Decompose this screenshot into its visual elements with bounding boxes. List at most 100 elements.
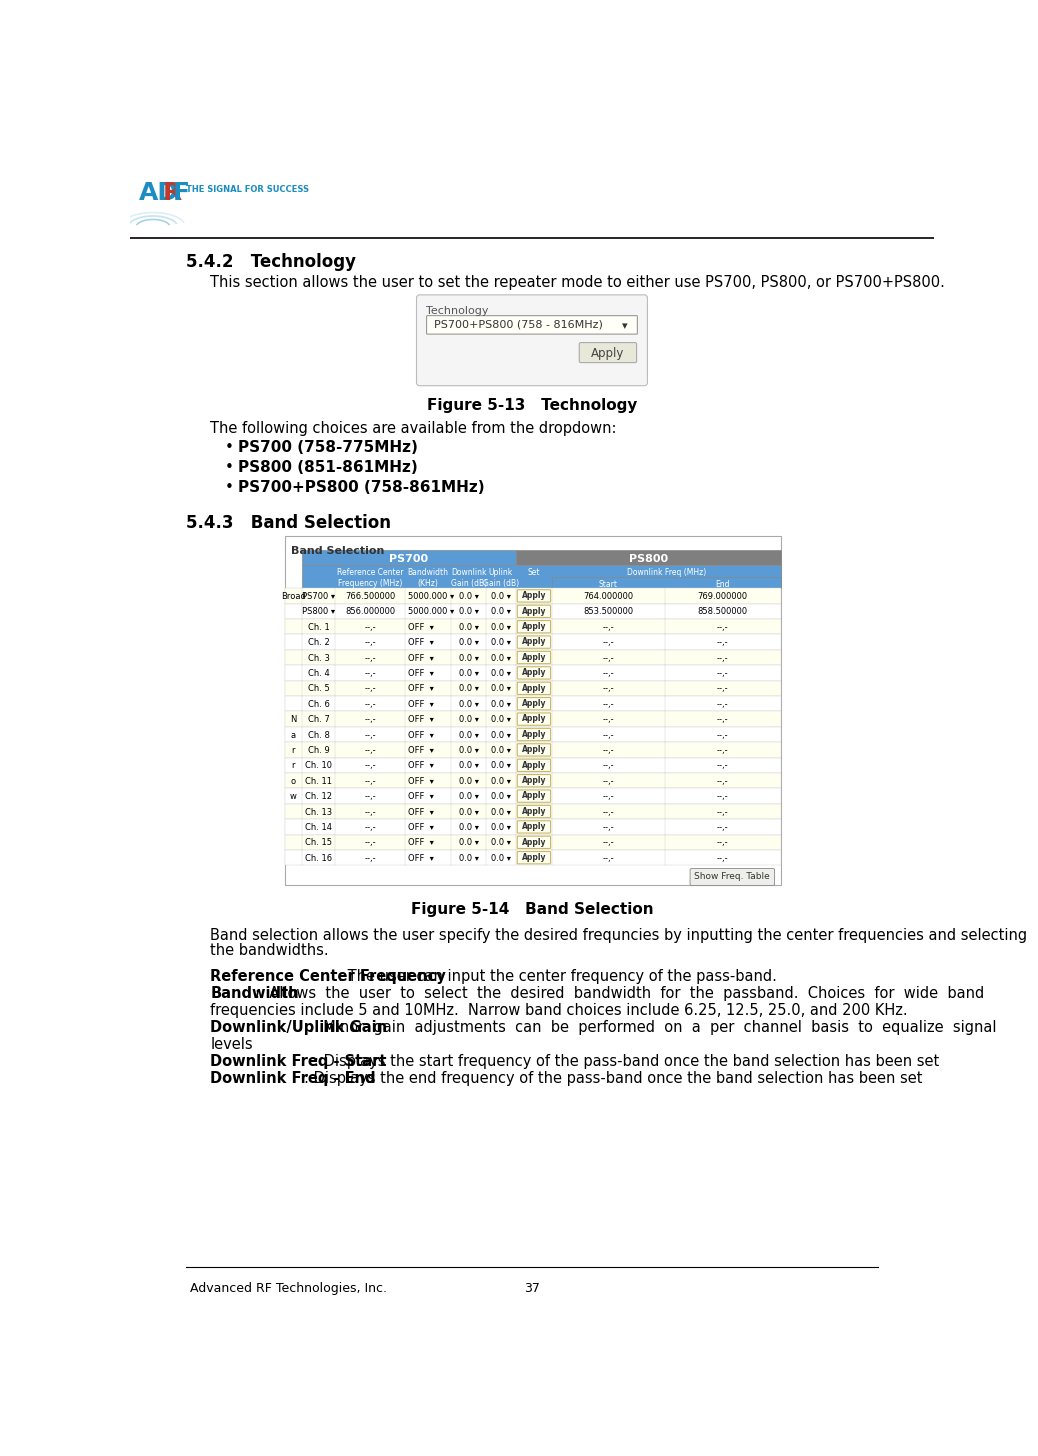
Text: PS700+PS800 (758 - 816MHz): PS700+PS800 (758 - 816MHz) (434, 319, 602, 329)
Text: Apply: Apply (522, 745, 546, 754)
Text: --,-: --,- (602, 839, 614, 847)
Text: 0.0 ▾: 0.0 ▾ (491, 761, 511, 770)
Text: --,-: --,- (364, 778, 376, 786)
Text: o: o (291, 778, 296, 786)
Text: a: a (291, 731, 296, 740)
Bar (284, 588, 781, 604)
Text: --,-: --,- (602, 670, 614, 678)
Bar (284, 757, 781, 773)
Text: 856.000000: 856.000000 (345, 607, 395, 616)
Text: Advanced RF Technologies, Inc.: Advanced RF Technologies, Inc. (190, 1281, 387, 1294)
Text: Apply: Apply (592, 347, 625, 360)
Text: OFF  ▾: OFF ▾ (408, 715, 434, 724)
Text: Apply: Apply (522, 638, 546, 646)
Bar (130, 175, 934, 237)
Text: Downlink
Gain (dB): Downlink Gain (dB) (450, 568, 487, 588)
Text: --,-: --,- (602, 853, 614, 863)
Bar (284, 773, 781, 788)
Text: :  Allows  the  user  to  select  the  desired  bandwidth  for  the  passband.  : : Allows the user to select the desired … (254, 986, 984, 1002)
Text: Band selection allows the user specify the desired frequncies by inputting the c: Band selection allows the user specify t… (211, 927, 1028, 943)
Text: 0.0 ▾: 0.0 ▾ (459, 808, 479, 817)
FancyBboxPatch shape (427, 316, 637, 333)
Text: --,-: --,- (602, 684, 614, 693)
Text: Ch. 10: Ch. 10 (305, 761, 332, 770)
Bar (284, 788, 781, 804)
Text: Apply: Apply (522, 837, 546, 847)
Text: Apply: Apply (522, 729, 546, 738)
FancyBboxPatch shape (517, 852, 550, 863)
Text: --,-: --,- (717, 684, 729, 693)
Text: 0.0 ▾: 0.0 ▾ (491, 607, 511, 616)
Text: PS800: PS800 (629, 553, 667, 563)
Text: PS800 (851-861MHz): PS800 (851-861MHz) (239, 460, 418, 476)
Text: OFF  ▾: OFF ▾ (408, 731, 434, 740)
Text: --,-: --,- (364, 839, 376, 847)
Text: Apply: Apply (522, 823, 546, 831)
Text: --,-: --,- (717, 853, 729, 863)
Text: •: • (224, 440, 234, 456)
Bar (552, 577, 781, 588)
FancyBboxPatch shape (517, 713, 550, 725)
Bar (516, 550, 781, 565)
Text: Reference Center Frequency: Reference Center Frequency (211, 970, 446, 984)
Text: 0.0 ▾: 0.0 ▾ (491, 700, 511, 709)
Text: : The user can input the center frequency of the pass-band.: : The user can input the center frequenc… (338, 970, 777, 984)
Text: ▾: ▾ (622, 320, 627, 331)
Text: F: F (173, 181, 190, 205)
Text: --,-: --,- (602, 761, 614, 770)
Text: 0.0 ▾: 0.0 ▾ (491, 593, 511, 601)
Text: OFF  ▾: OFF ▾ (408, 638, 434, 648)
Text: 0.0 ▾: 0.0 ▾ (459, 623, 479, 632)
Text: --,-: --,- (717, 731, 729, 740)
Text: Ch. 12: Ch. 12 (305, 792, 332, 801)
Text: --,-: --,- (364, 670, 376, 678)
FancyBboxPatch shape (517, 836, 550, 849)
Text: 766.500000: 766.500000 (345, 593, 395, 601)
Text: •: • (224, 480, 234, 495)
Text: OFF  ▾: OFF ▾ (408, 853, 434, 863)
Text: 0.0 ▾: 0.0 ▾ (459, 638, 479, 648)
Text: Broad: Broad (281, 593, 306, 601)
Text: 0.0 ▾: 0.0 ▾ (459, 761, 479, 770)
Text: Ch. 15: Ch. 15 (305, 839, 332, 847)
Text: 0.0 ▾: 0.0 ▾ (491, 731, 511, 740)
Text: THE SIGNAL FOR SUCCESS: THE SIGNAL FOR SUCCESS (187, 185, 309, 195)
Bar (284, 649, 781, 665)
Text: AD: AD (139, 181, 179, 205)
Text: 0.0 ▾: 0.0 ▾ (459, 745, 479, 756)
Text: 0.0 ▾: 0.0 ▾ (491, 638, 511, 648)
Text: --,-: --,- (602, 745, 614, 756)
Text: --,-: --,- (364, 623, 376, 632)
FancyBboxPatch shape (517, 620, 550, 633)
FancyBboxPatch shape (517, 728, 550, 741)
FancyBboxPatch shape (416, 294, 648, 386)
Text: OFF  ▾: OFF ▾ (408, 684, 434, 693)
Text: 764.000000: 764.000000 (583, 593, 633, 601)
Text: : Displays the start frequency of the pass-band once the band selection has been: : Displays the start frequency of the pa… (313, 1054, 939, 1069)
Text: 0.0 ▾: 0.0 ▾ (491, 808, 511, 817)
Text: 0.0 ▾: 0.0 ▾ (491, 745, 511, 756)
Bar (284, 712, 781, 727)
FancyBboxPatch shape (517, 590, 550, 603)
Bar (284, 834, 781, 850)
FancyBboxPatch shape (517, 606, 550, 617)
Text: Ch. 14: Ch. 14 (305, 823, 332, 831)
Text: r: r (292, 745, 295, 756)
Text: Ch. 3: Ch. 3 (307, 654, 329, 662)
Text: Figure 5-13   Technology: Figure 5-13 Technology (427, 397, 637, 414)
Bar (284, 804, 781, 820)
Text: --,-: --,- (364, 700, 376, 709)
Text: --,-: --,- (717, 654, 729, 662)
Text: Apply: Apply (522, 776, 546, 785)
Text: OFF  ▾: OFF ▾ (408, 839, 434, 847)
Text: Ch. 6: Ch. 6 (307, 700, 329, 709)
Text: Downlink Freq - End: Downlink Freq - End (211, 1072, 376, 1086)
Text: 0.0 ▾: 0.0 ▾ (459, 853, 479, 863)
Text: 0.0 ▾: 0.0 ▾ (491, 792, 511, 801)
Text: Technology: Technology (426, 306, 488, 316)
Text: 0.0 ▾: 0.0 ▾ (459, 839, 479, 847)
Text: Figure 5-14   Band Selection: Figure 5-14 Band Selection (411, 901, 654, 917)
Text: 769.000000: 769.000000 (698, 593, 747, 601)
Text: --,-: --,- (364, 731, 376, 740)
Text: Bandwidth
(KHz): Bandwidth (KHz) (408, 568, 448, 588)
